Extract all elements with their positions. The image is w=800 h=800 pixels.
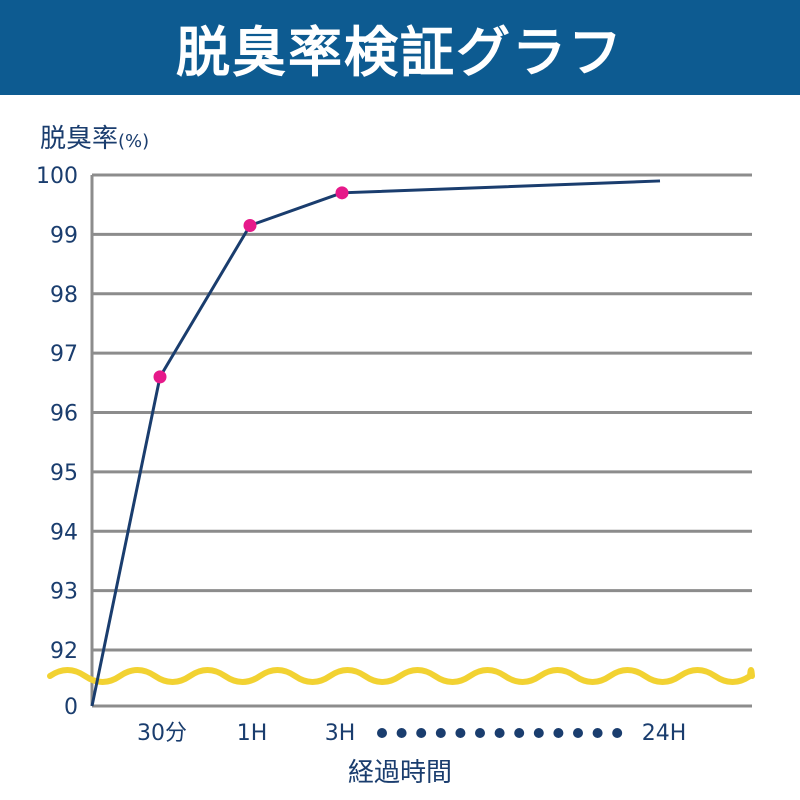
y-tick-label: 99 — [50, 223, 78, 248]
y-axis-unit: (%) — [118, 131, 150, 152]
time-gap-dot — [396, 728, 407, 738]
time-gap-dot — [494, 728, 505, 738]
series-line — [90, 179, 661, 707]
y-tick-label: 97 — [50, 342, 78, 367]
data-point-marker — [243, 218, 257, 232]
chart-title: 脱臭率検証グラフ — [176, 21, 624, 84]
y-tick-label: 100 — [36, 164, 78, 189]
y-tick-label: 95 — [50, 461, 78, 486]
time-gap-dot — [514, 728, 525, 738]
y-tick-label: 96 — [50, 402, 78, 427]
y-tick-label: 93 — [50, 580, 78, 605]
time-gap-dot — [416, 728, 427, 738]
y-axis-title: 脱臭率 — [40, 124, 119, 154]
x-tick-label: 3H — [325, 721, 356, 746]
data-point-marker — [335, 186, 349, 200]
time-gap-dot — [573, 728, 583, 738]
y-tick-label: 0 — [64, 695, 78, 720]
time-gap-dot — [592, 728, 603, 738]
y-tick-label: 92 — [50, 639, 78, 664]
time-gap-dot — [533, 728, 544, 738]
y-tick-label: 98 — [50, 283, 78, 308]
y-tick-label: 94 — [50, 520, 78, 545]
time-gap-dot — [475, 728, 485, 738]
y-axis-label: 脱臭率(%) — [40, 118, 149, 155]
time-gap-dot — [553, 728, 564, 738]
time-gap-dot — [612, 728, 623, 738]
axis-break-line — [47, 667, 755, 685]
time-gap-dot — [455, 728, 466, 738]
x-tick-label: 24H — [642, 721, 687, 746]
title-banner: 脱臭率検証グラフ — [0, 0, 800, 95]
time-gap-dot — [377, 728, 387, 738]
data-point-marker — [153, 370, 167, 384]
x-tick-label: 1H — [237, 721, 268, 746]
x-axis-label: 経過時間 — [347, 758, 452, 788]
x-tick-label: 30分 — [137, 721, 187, 746]
time-gap-dot — [435, 728, 446, 738]
